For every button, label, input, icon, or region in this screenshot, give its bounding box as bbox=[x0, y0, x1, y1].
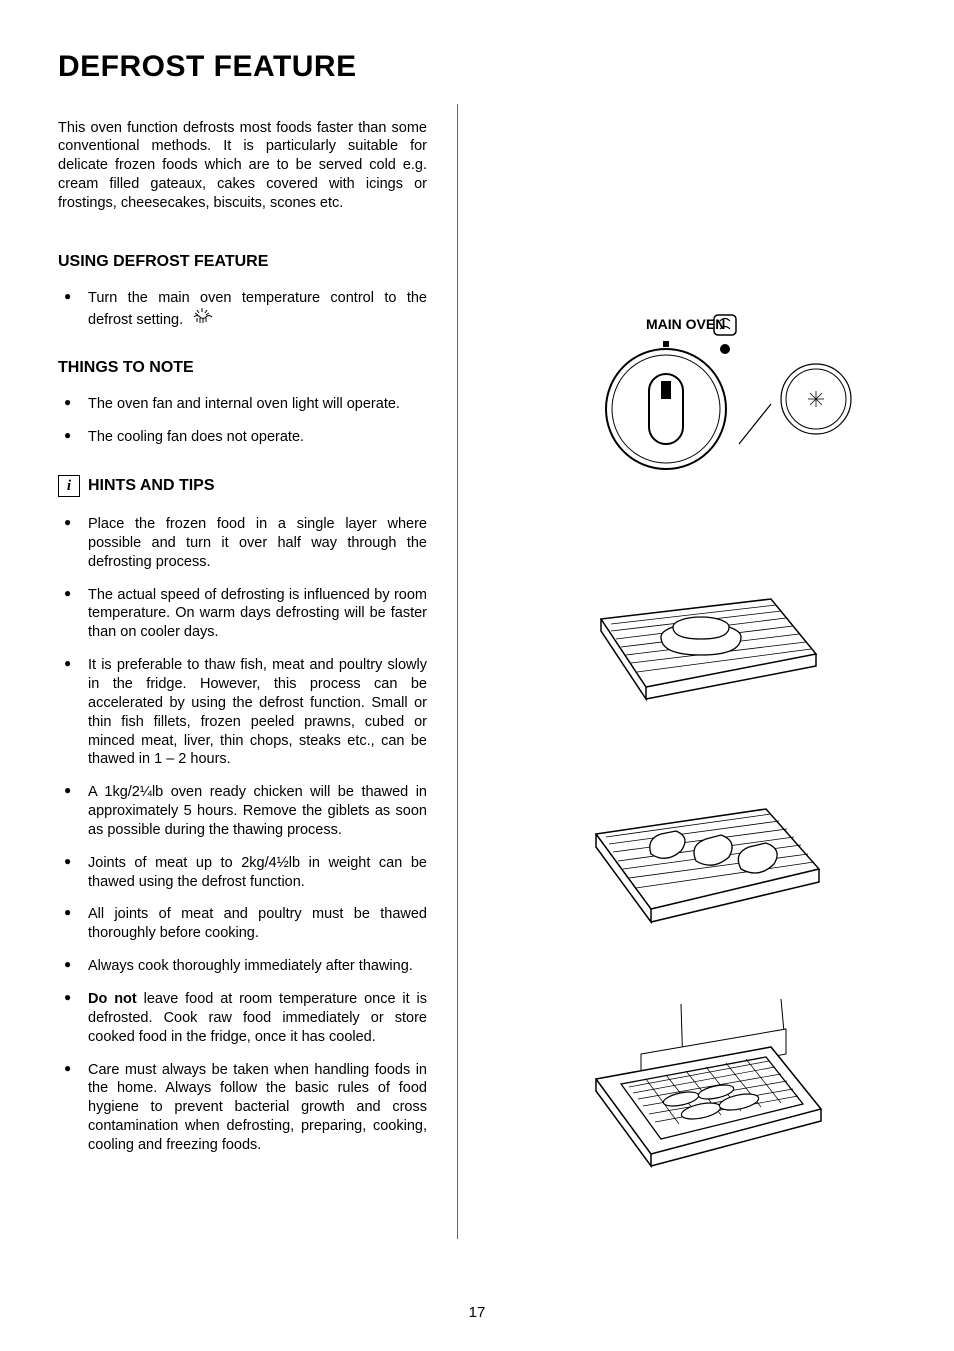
things-bullet-1: The oven fan and internal oven light wil… bbox=[58, 395, 427, 414]
page-number: 17 bbox=[0, 1304, 954, 1321]
things-heading: THINGS TO NOTE bbox=[58, 359, 427, 377]
control-dial-figure: MAIN OVEN bbox=[541, 299, 861, 499]
manual-page: DEFROST FEATURE This oven function defro… bbox=[0, 0, 954, 1351]
hint-8-rest: leave food at room temperature once it i… bbox=[88, 991, 427, 1045]
hint-8: Do not leave food at room temperature on… bbox=[58, 990, 427, 1047]
using-heading: USING DEFROST FEATURE bbox=[58, 253, 427, 271]
left-column: This oven function defrosts most foods f… bbox=[58, 104, 458, 1239]
info-icon: i bbox=[58, 475, 80, 497]
things-list: The oven fan and internal oven light wil… bbox=[58, 395, 427, 447]
two-column-layout: This oven function defrosts most foods f… bbox=[58, 104, 904, 1239]
hint-1: Place the frozen food in a single layer … bbox=[58, 515, 427, 572]
hint-5: Joints of meat up to 2kg/4½lb in weight … bbox=[58, 854, 427, 892]
hints-heading-row: i HINTS AND TIPS bbox=[58, 475, 427, 497]
intro-paragraph: This oven function defrosts most foods f… bbox=[58, 119, 427, 213]
hint-4: A 1kg/2¼lb oven ready chicken will be th… bbox=[58, 783, 427, 840]
hint-6: All joints of meat and poultry must be t… bbox=[58, 905, 427, 943]
hints-list: Place the frozen food in a single layer … bbox=[58, 515, 427, 1155]
hint-8-bold: Do not bbox=[88, 991, 137, 1007]
sausages-figure bbox=[571, 999, 831, 1179]
hint-9: Care must always be taken when handling … bbox=[58, 1061, 427, 1155]
hints-heading: HINTS AND TIPS bbox=[88, 477, 215, 495]
hint-2: The actual speed of defrosting is influe… bbox=[58, 586, 427, 643]
things-bullet-2: The cooling fan does not operate. bbox=[58, 428, 427, 447]
defrost-setting-icon bbox=[191, 308, 213, 332]
using-bullet-text: Turn the main oven temperature control t… bbox=[88, 290, 427, 328]
right-column: MAIN OVEN bbox=[498, 104, 904, 1239]
hint-3: It is preferable to thaw fish, meat and … bbox=[58, 656, 427, 769]
using-bullet: Turn the main oven temperature control t… bbox=[58, 289, 427, 332]
hint-7: Always cook thoroughly immediately after… bbox=[58, 957, 427, 976]
cakes-figure bbox=[571, 559, 831, 719]
main-title: DEFROST FEATURE bbox=[58, 50, 904, 84]
using-list: Turn the main oven temperature control t… bbox=[58, 289, 427, 332]
meat-pieces-figure bbox=[571, 779, 831, 939]
